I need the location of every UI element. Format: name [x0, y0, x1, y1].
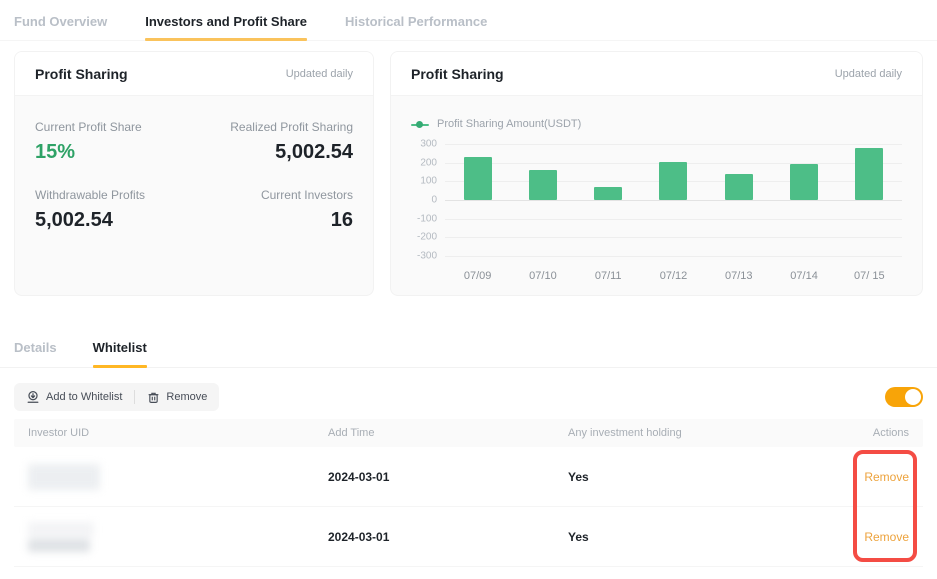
whitelist-table: Investor UID Add Time Any investment hol… [14, 419, 923, 567]
profit-sharing-chart-card: Profit Sharing Updated daily Profit Shar… [390, 51, 923, 296]
fund-tab-bar: Fund Overview Investors and Profit Share… [0, 0, 937, 41]
stat-withdrawable-profits: Withdrawable Profits 5,002.54 [35, 188, 194, 232]
remove-button[interactable]: Remove [147, 391, 207, 404]
stats-grid: Current Profit Share 15% Realized Profit… [15, 96, 373, 256]
add-to-whitelist-label: Add to Whitelist [46, 391, 123, 403]
xtick-label: 07/14 [790, 270, 818, 282]
tab-investors-profit-share[interactable]: Investors and Profit Share [145, 14, 307, 41]
tab-historical-performance[interactable]: Historical Performance [345, 14, 488, 29]
bar-07/11 [594, 186, 623, 200]
add-to-whitelist-button[interactable]: Add to Whitelist [26, 390, 122, 404]
stat-value: 16 [330, 209, 353, 231]
table-header-row: Investor UID Add Time Any investment hol… [14, 419, 923, 447]
add-time-cell: 2024-03-01 [328, 469, 390, 484]
tab-whitelist[interactable]: Whitelist [92, 340, 147, 368]
chart-xlabels: 07/09 07/10 07/11 07/12 07/13 07/14 07/ 15 [445, 270, 902, 282]
bar-07/14 [790, 163, 819, 200]
stats-card-updated: Updated daily [285, 67, 353, 80]
add-to-whitelist-icon [26, 390, 40, 404]
col-actions: Actions [872, 427, 909, 439]
chart-xaxis: 07/09 07/10 07/11 07/12 07/13 07/14 07/ 15 [411, 270, 902, 282]
summary-cards: Profit Sharing Updated daily Current Pro… [0, 51, 937, 296]
chart-card-updated: Updated daily [834, 67, 902, 80]
row-remove-link[interactable]: Remove [864, 469, 909, 484]
chart-card-title: Profit Sharing [411, 65, 504, 82]
bar-07/10 [528, 170, 557, 200]
stat-current-profit-share: Current Profit Share 15% [35, 120, 194, 164]
legend-label: Profit Sharing Amount(USDT) [437, 118, 582, 130]
xtick-label: 07/ 15 [854, 270, 885, 282]
stat-label: Realized Profit Sharing [230, 120, 353, 134]
stat-realized-profit-sharing: Realized Profit Sharing 5,002.54 [194, 120, 353, 164]
tab-details[interactable]: Details [14, 340, 57, 355]
table-row: 2024-03-01 Yes Remove [14, 507, 923, 567]
bar-07/12 [659, 161, 688, 200]
stat-current-investors: Current Investors 16 [194, 188, 353, 232]
chart-grid: 300 200 100 0 -100 -200 -300 [411, 138, 902, 262]
add-time-cell: 2024-03-01 [328, 529, 390, 544]
holding-cell: Yes [568, 529, 589, 544]
stat-label: Current Investors [260, 188, 353, 202]
holding-cell: Yes [568, 469, 589, 484]
stats-card-title: Profit Sharing [35, 65, 128, 82]
xtick-label: 07/11 [594, 270, 622, 282]
stat-value: 15% [35, 141, 76, 163]
chart-plot-area [445, 144, 902, 257]
xtick-label: 07/09 [463, 270, 492, 282]
col-investor-uid: Investor UID [28, 427, 90, 439]
remove-button-label: Remove [166, 391, 208, 403]
col-add-time: Add Time [328, 427, 375, 439]
xtick-label: 07/13 [725, 270, 753, 282]
chart-bars [445, 144, 902, 256]
table-row: 2024-03-01 Yes Remove [14, 447, 923, 507]
toolbar-divider [134, 390, 136, 404]
toggle-knob [905, 389, 921, 405]
stats-card-header: Profit Sharing Updated daily [15, 52, 373, 96]
profit-sharing-stats-card: Profit Sharing Updated daily Current Pro… [14, 51, 374, 296]
trash-icon [147, 391, 160, 404]
chart-card-header: Profit Sharing Updated daily [391, 52, 922, 96]
whitelist-tab-bar: Details Whitelist [0, 340, 937, 368]
whitelist-toolbar: Add to Whitelist Remove [0, 383, 937, 411]
bar-07/09 [463, 157, 492, 200]
stat-label: Current Profit Share [35, 120, 142, 134]
toolbar-button-group: Add to Whitelist Remove [14, 383, 220, 411]
uid-redacted [28, 521, 328, 552]
tab-fund-overview[interactable]: Fund Overview [14, 14, 108, 29]
stat-label: Withdrawable Profits [35, 188, 146, 202]
chart-legend[interactable]: Profit Sharing Amount(USDT) [411, 118, 902, 130]
bar-07/13 [724, 173, 753, 200]
legend-marker-icon [411, 120, 429, 128]
profit-chart: Profit Sharing Amount(USDT) 300 200 100 0 -1… [391, 96, 922, 282]
col-investment-holding: Any investment holding [568, 427, 682, 439]
xtick-label: 07/10 [529, 270, 557, 282]
row-remove-link[interactable]: Remove [864, 529, 909, 544]
whitelist-toggle[interactable] [885, 387, 923, 407]
stat-value: 5,002.54 [275, 141, 353, 163]
chart-yaxis: 300 200 100 0 -100 -200 -300 [416, 138, 437, 262]
xtick-label: 07/12 [659, 270, 688, 282]
bar-07/15 [855, 147, 884, 200]
uid-redacted [28, 463, 328, 490]
stat-value: 5,002.54 [35, 209, 113, 231]
